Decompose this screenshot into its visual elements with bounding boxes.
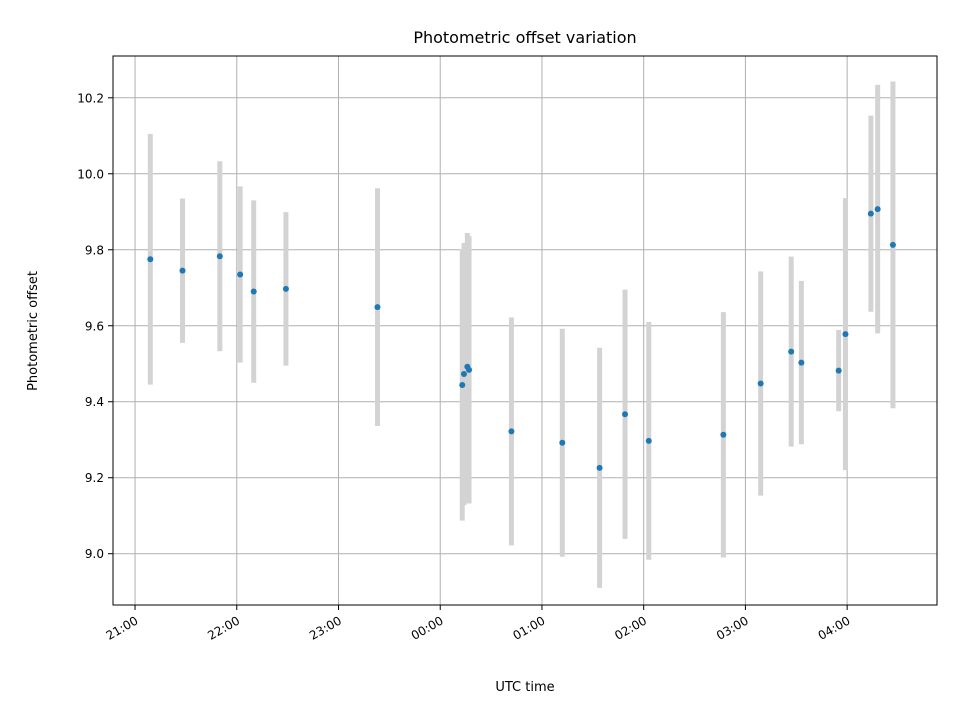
chart-title: Photometric offset variation — [413, 28, 636, 47]
y-tick-label: 9.4 — [85, 395, 104, 409]
data-point — [798, 359, 805, 366]
x-axis-label: UTC time — [495, 680, 554, 695]
y-tick-label: 9.6 — [85, 319, 104, 333]
x-tick-label: 23:00 — [307, 613, 344, 642]
x-tick-label: 04:00 — [816, 613, 853, 642]
x-tick-label: 22:00 — [205, 613, 242, 642]
data-point — [842, 331, 849, 338]
data-point — [459, 382, 466, 389]
data-points — [147, 206, 896, 471]
x-tick-label: 03:00 — [714, 613, 751, 642]
data-point — [889, 241, 896, 248]
data-point — [147, 256, 154, 263]
y-tick-label: 10.2 — [77, 91, 104, 105]
data-point — [835, 367, 842, 374]
y-tick-label: 9.0 — [85, 547, 104, 561]
x-tick-label: 01:00 — [510, 613, 547, 642]
data-point — [508, 428, 515, 435]
y-axis-label: Photometric offset — [26, 271, 41, 391]
data-point — [622, 411, 629, 418]
data-point — [237, 271, 244, 278]
y-tick-label: 9.2 — [85, 471, 104, 485]
data-point — [757, 380, 764, 387]
data-point — [874, 206, 881, 213]
x-tick-label: 00:00 — [409, 613, 446, 642]
x-tick-label: 21:00 — [104, 613, 141, 642]
y-tick-label: 9.8 — [85, 243, 104, 257]
data-point — [720, 431, 727, 438]
data-point — [466, 366, 473, 373]
data-point — [788, 348, 795, 355]
error-bars — [147, 81, 896, 588]
data-point — [374, 304, 381, 311]
grid-lines — [113, 56, 937, 605]
data-point — [460, 371, 467, 378]
x-axis-ticks: 21:00 22:00 23:00 00:00 01:00 02:00 03:00 04:00 — [104, 605, 853, 643]
data-point — [216, 253, 223, 260]
y-axis-ticks: 9.0 9.2 9.4 9.6 9.8 10.0 10.2 — [77, 91, 113, 561]
data-point — [645, 437, 652, 444]
data-point — [282, 285, 289, 292]
data-point — [250, 288, 257, 295]
data-point — [179, 267, 186, 274]
data-point — [596, 464, 603, 471]
x-tick-label: 02:00 — [612, 613, 649, 642]
data-point — [559, 439, 566, 446]
data-point — [867, 210, 874, 217]
y-tick-label: 10.0 — [77, 167, 104, 181]
plot-area-frame — [112, 55, 938, 606]
